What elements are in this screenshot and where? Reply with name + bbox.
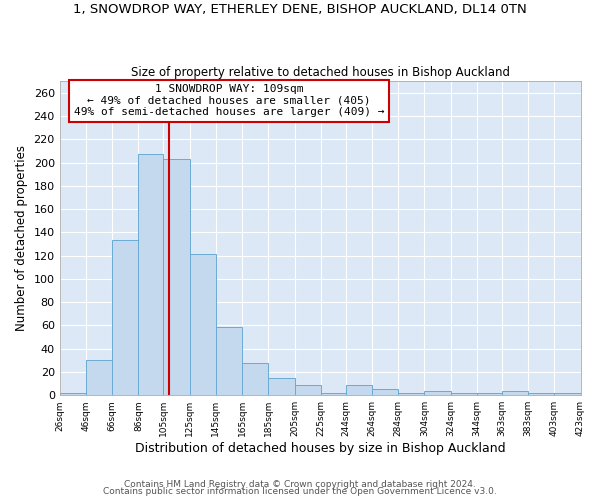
Bar (528, 393, 554, 395)
Bar (139, 154, 163, 395)
Bar (163, 159, 190, 395)
Text: Contains public sector information licensed under the Open Government Licence v3: Contains public sector information licen… (103, 487, 497, 496)
Bar (477, 393, 502, 395)
Y-axis label: Number of detached properties: Number of detached properties (15, 145, 28, 331)
Text: 1, SNOWDROP WAY, ETHERLEY DENE, BISHOP AUCKLAND, DL14 0TN: 1, SNOWDROP WAY, ETHERLEY DENE, BISHOP A… (73, 2, 527, 16)
Bar (321, 393, 346, 395)
Bar (398, 393, 424, 395)
Bar (59, 393, 86, 395)
X-axis label: Distribution of detached houses by size in Bishop Auckland: Distribution of detached houses by size … (135, 442, 505, 455)
Bar (372, 390, 398, 395)
Bar (86, 360, 112, 395)
Bar (502, 390, 528, 395)
Bar (268, 378, 295, 395)
Bar (346, 384, 372, 395)
Title: Size of property relative to detached houses in Bishop Auckland: Size of property relative to detached ho… (131, 66, 509, 78)
Bar (242, 362, 268, 395)
Bar (424, 390, 451, 395)
Bar (112, 240, 139, 395)
Bar (295, 384, 321, 395)
Bar (554, 393, 581, 395)
Text: Contains HM Land Registry data © Crown copyright and database right 2024.: Contains HM Land Registry data © Crown c… (124, 480, 476, 489)
Bar (190, 254, 216, 395)
Bar (451, 393, 477, 395)
Bar (216, 326, 242, 395)
Text: 1 SNOWDROP WAY: 109sqm
← 49% of detached houses are smaller (405)
49% of semi-de: 1 SNOWDROP WAY: 109sqm ← 49% of detached… (74, 84, 384, 117)
